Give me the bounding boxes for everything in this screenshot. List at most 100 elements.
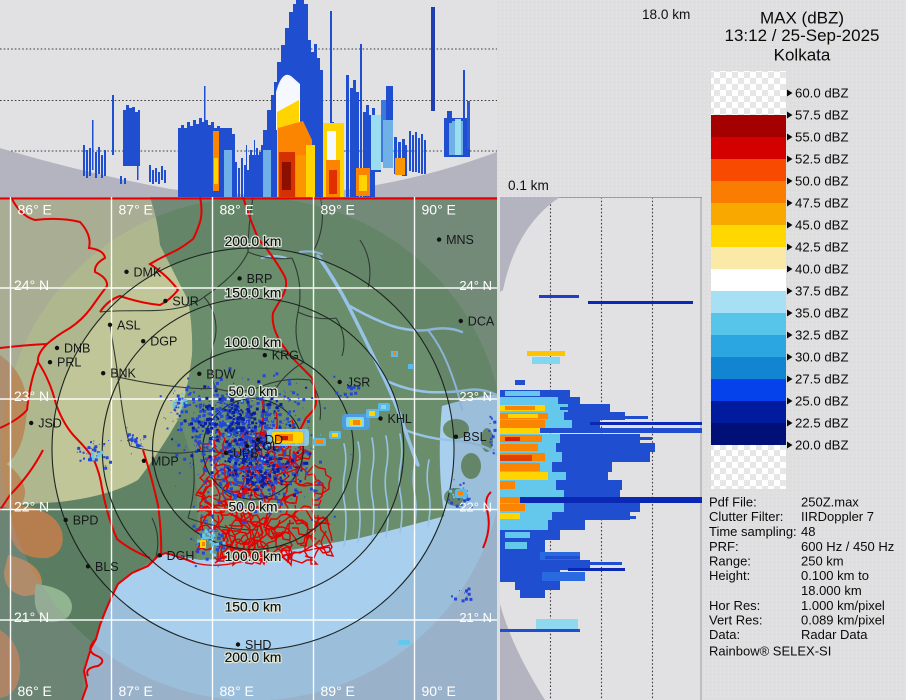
svg-text:200.0 km: 200.0 km: [225, 650, 282, 665]
svg-text:100.0 km: 100.0 km: [225, 335, 282, 350]
svg-text:24° N: 24° N: [459, 278, 492, 293]
svg-text:21° N: 21° N: [459, 610, 492, 625]
svg-text:86° E: 86° E: [18, 202, 52, 218]
svg-text:DGP: DGP: [150, 335, 177, 349]
svg-text:87° E: 87° E: [119, 202, 153, 218]
svg-text:48: 48: [801, 524, 815, 539]
svg-text:DNB: DNB: [64, 342, 90, 356]
svg-text:35.0 dBZ: 35.0 dBZ: [795, 305, 849, 320]
svg-text:87° E: 87° E: [119, 683, 153, 699]
svg-text:27.5 dBZ: 27.5 dBZ: [795, 371, 849, 386]
svg-text:BNK: BNK: [110, 367, 136, 381]
svg-text:KHL: KHL: [388, 412, 412, 426]
svg-text:1.000 km/pixel: 1.000 km/pixel: [801, 598, 885, 613]
svg-text:47.5 dBZ: 47.5 dBZ: [795, 195, 849, 210]
svg-text:40.0 dBZ: 40.0 dBZ: [795, 261, 849, 276]
svg-text:250 km: 250 km: [801, 554, 844, 569]
svg-text:18.0 km: 18.0 km: [642, 7, 690, 22]
svg-text:ASL: ASL: [117, 318, 141, 332]
svg-text:23° N: 23° N: [14, 388, 49, 404]
svg-text:DGH: DGH: [167, 549, 195, 563]
svg-text:MDP: MDP: [151, 454, 179, 468]
svg-text:57.5 dBZ: 57.5 dBZ: [795, 107, 849, 122]
svg-text:600 Hz / 450 Hz: 600 Hz / 450 Hz: [801, 539, 894, 554]
svg-text:BDW: BDW: [206, 367, 235, 381]
svg-text:89° E: 89° E: [321, 683, 355, 699]
svg-text:23° N: 23° N: [459, 389, 492, 404]
svg-text:50.0 km: 50.0 km: [228, 384, 277, 399]
svg-text:50.0 dBZ: 50.0 dBZ: [795, 173, 849, 188]
svg-text:BPD: BPD: [73, 514, 99, 528]
svg-text:150.0 km: 150.0 km: [225, 286, 282, 301]
svg-text:BLS: BLS: [95, 560, 119, 574]
svg-text:BRP: BRP: [247, 272, 273, 286]
svg-text:BSL: BSL: [463, 430, 487, 444]
svg-text:42.5 dBZ: 42.5 dBZ: [795, 239, 849, 254]
svg-text:18.000 km: 18.000 km: [801, 583, 862, 598]
svg-text:Vert Res:: Vert Res:: [709, 613, 762, 628]
svg-text:DCA: DCA: [468, 315, 495, 329]
svg-text:20.0 dBZ: 20.0 dBZ: [795, 437, 849, 452]
svg-text:90° E: 90° E: [422, 683, 456, 699]
svg-text:DMK: DMK: [134, 265, 162, 279]
svg-text:88° E: 88° E: [220, 202, 254, 218]
svg-text:PRF:: PRF:: [709, 539, 739, 554]
svg-text:89° E: 89° E: [321, 202, 355, 218]
svg-text:22° N: 22° N: [459, 500, 492, 515]
svg-text:13:12 / 25-Sep-2025: 13:12 / 25-Sep-2025: [724, 26, 879, 45]
svg-text:100.0 km: 100.0 km: [225, 549, 282, 564]
svg-text:21° N: 21° N: [14, 609, 49, 625]
svg-text:90° E: 90° E: [422, 202, 456, 218]
svg-text:86° E: 86° E: [18, 683, 52, 699]
svg-text:KRG: KRG: [272, 349, 299, 363]
svg-text:DD: DD: [265, 433, 283, 447]
svg-text:Kolkata: Kolkata: [774, 46, 831, 65]
svg-text:50.0 km: 50.0 km: [228, 384, 277, 399]
svg-text:JSD: JSD: [38, 417, 62, 431]
svg-text:88° E: 88° E: [220, 683, 254, 699]
svg-text:50.0 km: 50.0 km: [228, 500, 277, 515]
svg-text:52.5 dBZ: 52.5 dBZ: [795, 151, 849, 166]
svg-text:Data:: Data:: [709, 627, 740, 642]
svg-text:22.5 dBZ: 22.5 dBZ: [795, 415, 849, 430]
svg-text:250Z.max: 250Z.max: [801, 495, 859, 510]
svg-text:0.100 km to: 0.100 km to: [801, 568, 869, 583]
svg-text:22° N: 22° N: [14, 499, 49, 515]
svg-text:IIRDoppler 7: IIRDoppler 7: [801, 509, 874, 524]
svg-text:55.0 dBZ: 55.0 dBZ: [795, 129, 849, 144]
svg-text:SUR: SUR: [172, 294, 198, 308]
svg-text:Rainbow® SELEX-SI: Rainbow® SELEX-SI: [709, 644, 831, 659]
svg-text:200.0 km: 200.0 km: [225, 234, 282, 249]
svg-text:60.0 dBZ: 60.0 dBZ: [795, 85, 849, 100]
svg-text:45.0 dBZ: 45.0 dBZ: [795, 217, 849, 232]
svg-text:Time sampling:: Time sampling:: [709, 524, 797, 539]
svg-text:37.5 dBZ: 37.5 dBZ: [795, 283, 849, 298]
svg-text:24° N: 24° N: [14, 277, 49, 293]
svg-text:MAX (dBZ): MAX (dBZ): [760, 9, 844, 28]
svg-text:Radar Data: Radar Data: [801, 627, 868, 642]
svg-text:KOL: KOL: [254, 440, 279, 454]
svg-text:Range:: Range:: [709, 554, 751, 569]
svg-text:200.0 km: 200.0 km: [225, 650, 282, 665]
svg-text:SHD: SHD: [245, 638, 271, 652]
svg-text:25.0 dBZ: 25.0 dBZ: [795, 393, 849, 408]
svg-text:100.0 km: 100.0 km: [225, 549, 282, 564]
svg-text:Hor Res:: Hor Res:: [709, 598, 760, 613]
svg-text:PRL: PRL: [57, 356, 81, 370]
svg-text:30.0 dBZ: 30.0 dBZ: [795, 349, 849, 364]
svg-text:150.0 km: 150.0 km: [225, 600, 282, 615]
svg-text:Height:: Height:: [709, 568, 750, 583]
svg-text:50.0 km: 50.0 km: [228, 500, 277, 515]
svg-text:150.0 km: 150.0 km: [225, 600, 282, 615]
svg-text:150.0 km: 150.0 km: [225, 286, 282, 301]
svg-text:200.0 km: 200.0 km: [225, 234, 282, 249]
svg-text:0.089 km/pixel: 0.089 km/pixel: [801, 613, 885, 628]
svg-text:32.5 dBZ: 32.5 dBZ: [795, 327, 849, 342]
svg-text:JSR: JSR: [347, 376, 371, 390]
svg-text:MNS: MNS: [446, 233, 474, 247]
svg-text:100.0 km: 100.0 km: [225, 335, 282, 350]
svg-text:Pdf File:: Pdf File:: [709, 495, 757, 510]
svg-text:Clutter Filter:: Clutter Filter:: [709, 509, 783, 524]
svg-text:0.1 km: 0.1 km: [508, 178, 549, 193]
svg-text:UPB: UPB: [233, 447, 259, 461]
